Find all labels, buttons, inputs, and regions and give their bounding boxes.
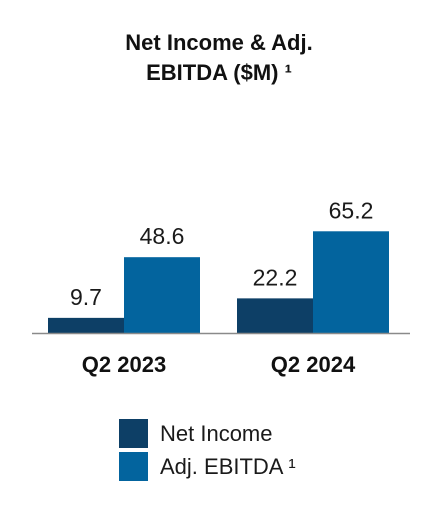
category-label-2: Q2 2024 (271, 352, 356, 377)
value-label-net-income-1: 9.7 (70, 284, 102, 310)
bars-layer (48, 231, 389, 333)
category-label-1: Q2 2023 (82, 352, 166, 377)
legend-swatch-adj-ebitda (119, 452, 148, 481)
legend-label-net-income: Net Income (160, 421, 273, 446)
value-label-net-income-2: 22.2 (253, 264, 298, 290)
legend-label-adj-ebitda: Adj. EBITDA ¹ (160, 454, 296, 479)
value-label-adj-ebitda-1: 48.6 (140, 223, 185, 249)
legend: Net Income Adj. EBITDA ¹ (119, 419, 296, 481)
legend-swatch-net-income (119, 419, 148, 448)
bar-adj-ebitda-1 (124, 257, 200, 333)
chart-title-line-1: Net Income & Adj. (125, 30, 312, 55)
chart-title-line-2: EBITDA ($M) ¹ (146, 60, 292, 85)
bar-net-income-1 (48, 317, 124, 333)
value-label-adj-ebitda-2: 65.2 (329, 197, 374, 223)
value-labels-layer: 9.7 48.6 22.2 65.2 (70, 197, 373, 310)
bar-net-income-2 (237, 298, 313, 333)
category-labels-layer: Q2 2023 Q2 2024 (82, 352, 356, 377)
bar-adj-ebitda-2 (313, 231, 389, 333)
